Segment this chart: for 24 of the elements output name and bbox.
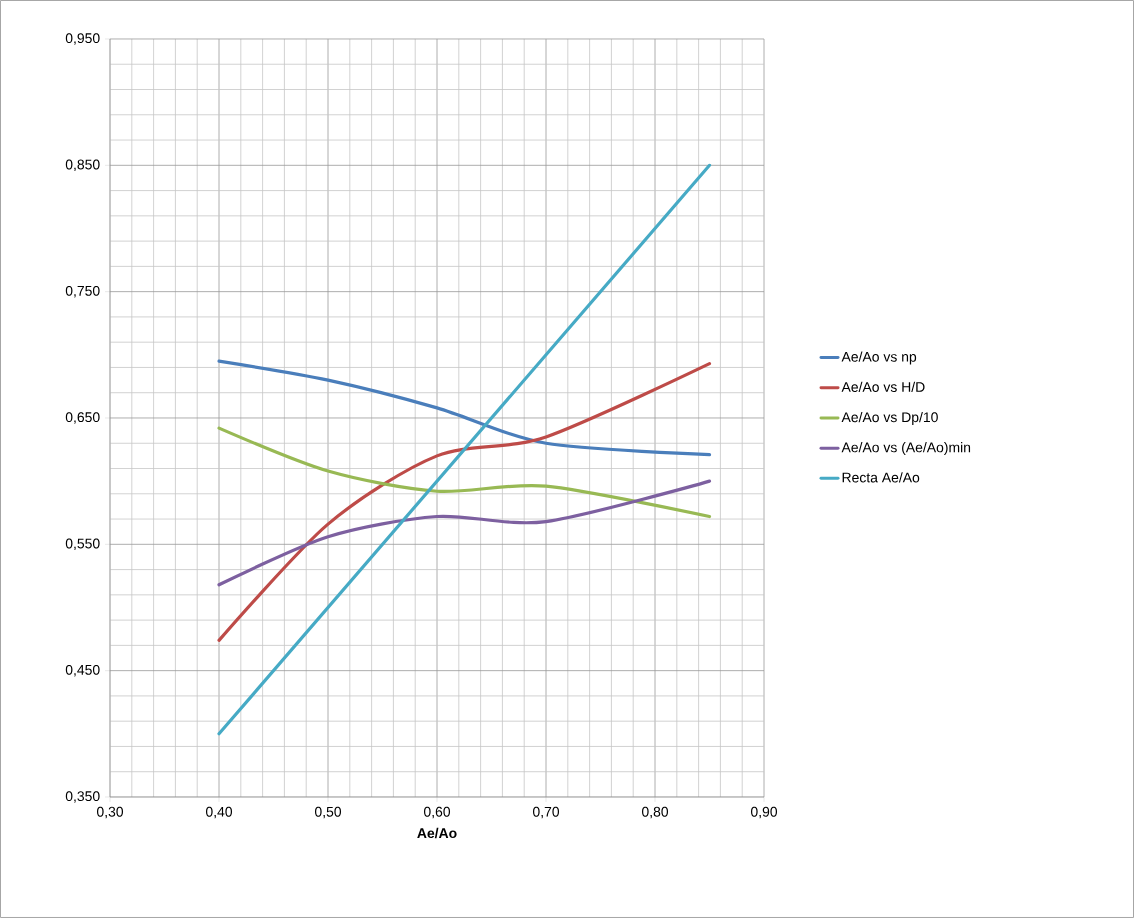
x-tick-label: 0,50 <box>314 806 342 819</box>
line-series <box>217 426 712 519</box>
y-tick-label: 0,950 <box>65 33 100 45</box>
legend-label: Recta Ae/Ao <box>842 472 920 483</box>
y-tick-label: 0,550 <box>65 538 100 551</box>
line-series <box>217 359 712 457</box>
x-tick-label: 0,80 <box>641 806 669 819</box>
y-tick-label: 0,650 <box>65 412 100 424</box>
line-series <box>217 479 712 587</box>
legend-label: Ae/Ao vs H/D <box>841 381 925 392</box>
line-series <box>217 362 712 642</box>
x-tick-label: 0,30 <box>96 806 124 819</box>
x-tick-label: 0,70 <box>532 806 560 819</box>
x-tick-label: 0,60 <box>423 806 451 819</box>
legend-label: Ae/Ao vs Dp/10 <box>841 411 938 425</box>
y-tick-label: 0,850 <box>65 159 100 172</box>
x-tick-label: 0,90 <box>750 806 778 819</box>
x-axis-title: Ae/Ao <box>417 827 457 839</box>
y-tick-label: 0,350 <box>65 791 100 803</box>
y-tick-label: 0,750 <box>65 285 100 298</box>
legend-label: Ae/Ao vs np <box>841 351 917 365</box>
x-tick-label: 0,40 <box>205 806 233 819</box>
legend-label: Ae/Ao vs (Ae/Ao)min <box>841 442 971 456</box>
y-tick-label: 0,450 <box>65 664 100 677</box>
